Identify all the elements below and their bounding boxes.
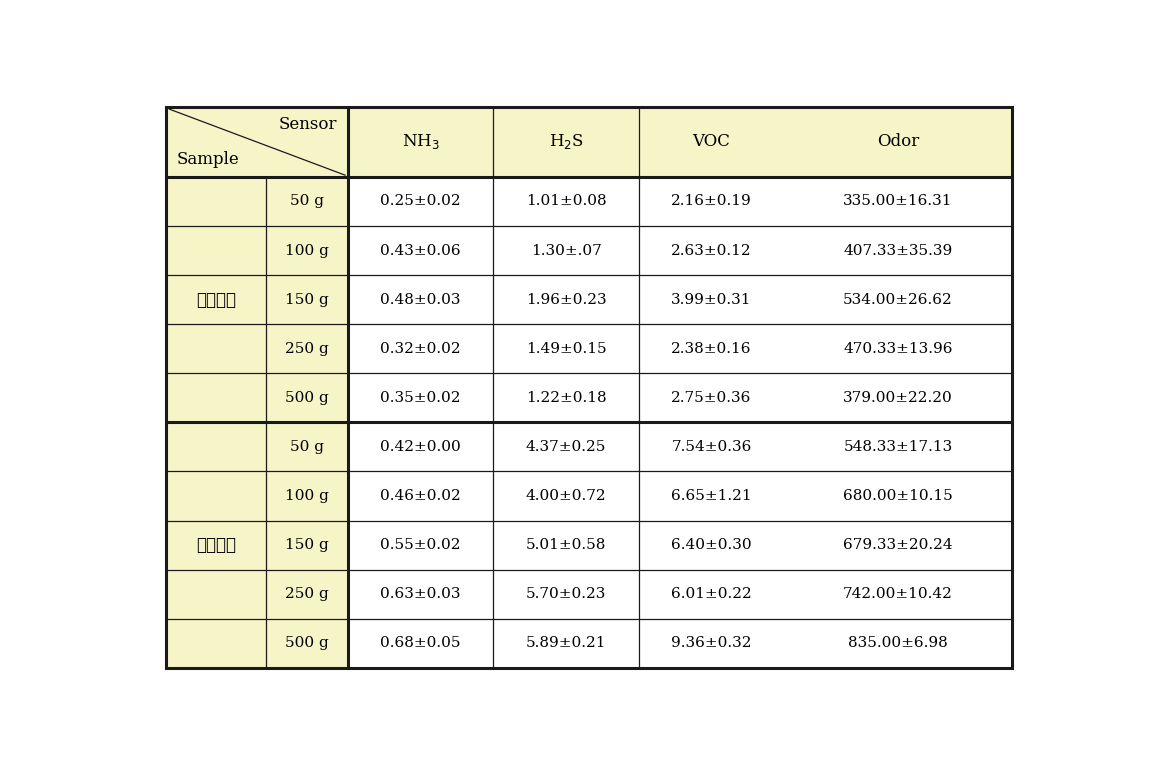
Bar [165,226,348,275]
Text: 0.43±0.06: 0.43±0.06 [380,244,461,258]
Text: 0.32±0.02: 0.32±0.02 [380,342,461,356]
Text: 1.22±0.18: 1.22±0.18 [526,391,607,405]
Text: 250 g: 250 g [285,588,329,601]
Text: 679.33±20.24: 679.33±20.24 [843,538,953,552]
Text: 379.00±22.20: 379.00±22.20 [843,391,953,405]
Text: 배추김치: 배추김치 [195,291,236,308]
Text: 548.33±17.13: 548.33±17.13 [843,440,953,454]
Text: 4.00±0.72: 4.00±0.72 [526,489,607,503]
Text: 407.33±35.39: 407.33±35.39 [843,244,953,258]
Text: 335.00±16.31: 335.00±16.31 [843,195,953,209]
Text: 3.99±0.31: 3.99±0.31 [671,293,751,307]
Text: 1.96±0.23: 1.96±0.23 [526,293,607,307]
Text: 534.00±26.62: 534.00±26.62 [843,293,953,307]
Text: 총각김치: 총각김치 [195,536,236,554]
Text: 0.55±0.02: 0.55±0.02 [380,538,461,552]
Bar [165,177,348,226]
Text: 0.48±0.03: 0.48±0.03 [380,293,461,307]
Bar [348,619,1012,668]
Text: 100 g: 100 g [285,244,329,258]
Text: 500 g: 500 g [285,637,329,650]
Text: 1.01±0.08: 1.01±0.08 [526,195,607,209]
Text: 835.00±6.98: 835.00±6.98 [848,637,948,650]
Text: 680.00±10.15: 680.00±10.15 [843,489,953,503]
Text: 0.68±0.05: 0.68±0.05 [380,637,461,650]
Bar [165,423,348,472]
Bar [348,472,1012,521]
Bar [348,374,1012,423]
Bar [165,324,348,374]
Text: 742.00±10.42: 742.00±10.42 [843,588,953,601]
Text: Odor: Odor [877,133,919,150]
Text: 6.01±0.22: 6.01±0.22 [671,588,751,601]
Text: 50 g: 50 g [290,195,324,209]
Bar [165,619,348,668]
Text: Sample: Sample [177,151,239,168]
Bar [348,521,1012,570]
Text: 250 g: 250 g [285,342,329,356]
Text: 2.38±0.16: 2.38±0.16 [671,342,751,356]
Text: 7.54±0.36: 7.54±0.36 [671,440,751,454]
Text: 2.75±0.36: 2.75±0.36 [671,391,751,405]
Text: 5.01±0.58: 5.01±0.58 [526,538,607,552]
Text: 150 g: 150 g [285,538,329,552]
Bar [165,107,1012,177]
Bar [348,570,1012,619]
Text: 1.30±.07: 1.30±.07 [531,244,601,258]
Text: 470.33±13.96: 470.33±13.96 [843,342,953,356]
Bar [348,423,1012,472]
Text: 0.42±0.00: 0.42±0.00 [380,440,461,454]
Bar [165,374,348,423]
Text: 4.37±0.25: 4.37±0.25 [526,440,607,454]
Text: 5.89±0.21: 5.89±0.21 [526,637,607,650]
Text: NH$_3$: NH$_3$ [402,133,439,151]
Text: 0.35±0.02: 0.35±0.02 [380,391,461,405]
Bar [348,275,1012,324]
Bar [348,177,1012,226]
Text: 50 g: 50 g [290,440,324,454]
Bar [165,472,348,521]
Text: Sensor: Sensor [278,116,337,133]
Text: 1.49±0.15: 1.49±0.15 [526,342,607,356]
Text: VOC: VOC [693,133,731,150]
Bar [348,226,1012,275]
Bar [165,521,348,570]
Text: 0.25±0.02: 0.25±0.02 [380,195,461,209]
Bar [165,275,348,324]
Text: 100 g: 100 g [285,489,329,503]
Text: 2.16±0.19: 2.16±0.19 [671,195,751,209]
Text: 5.70±0.23: 5.70±0.23 [526,588,607,601]
Text: 6.40±0.30: 6.40±0.30 [671,538,751,552]
Text: H$_2$S: H$_2$S [549,133,584,151]
Bar [165,570,348,619]
Text: 2.63±0.12: 2.63±0.12 [671,244,751,258]
Text: 6.65±1.21: 6.65±1.21 [671,489,751,503]
Bar [348,324,1012,374]
Text: 0.46±0.02: 0.46±0.02 [380,489,461,503]
Text: 500 g: 500 g [285,391,329,405]
Text: 0.63±0.03: 0.63±0.03 [380,588,461,601]
Text: 150 g: 150 g [285,293,329,307]
Text: 9.36±0.32: 9.36±0.32 [671,637,751,650]
